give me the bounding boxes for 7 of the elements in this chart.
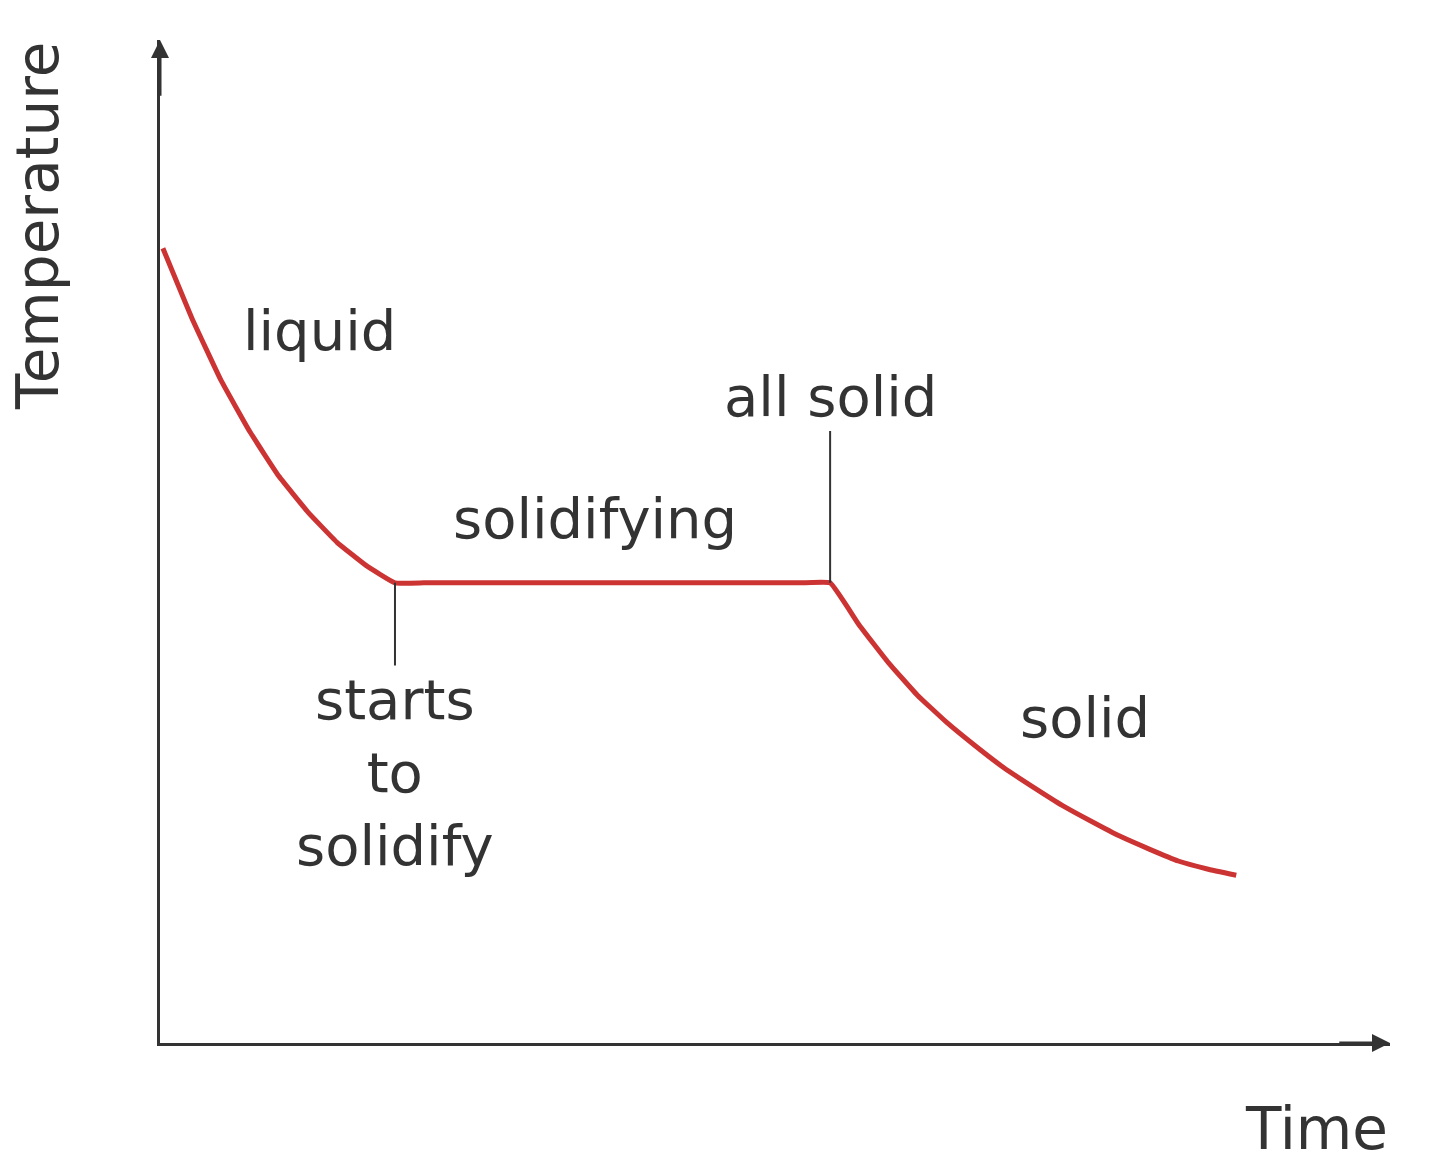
annotation: liquid <box>243 298 397 363</box>
annotation: all solid <box>724 364 938 429</box>
x-axis-title: Time <box>1245 1095 1388 1163</box>
annotation: solidifying <box>453 486 738 551</box>
annotation: solid <box>1020 685 1151 750</box>
annotation: starts to solidify <box>296 667 494 878</box>
y-axis-title: Temperature <box>3 41 72 410</box>
